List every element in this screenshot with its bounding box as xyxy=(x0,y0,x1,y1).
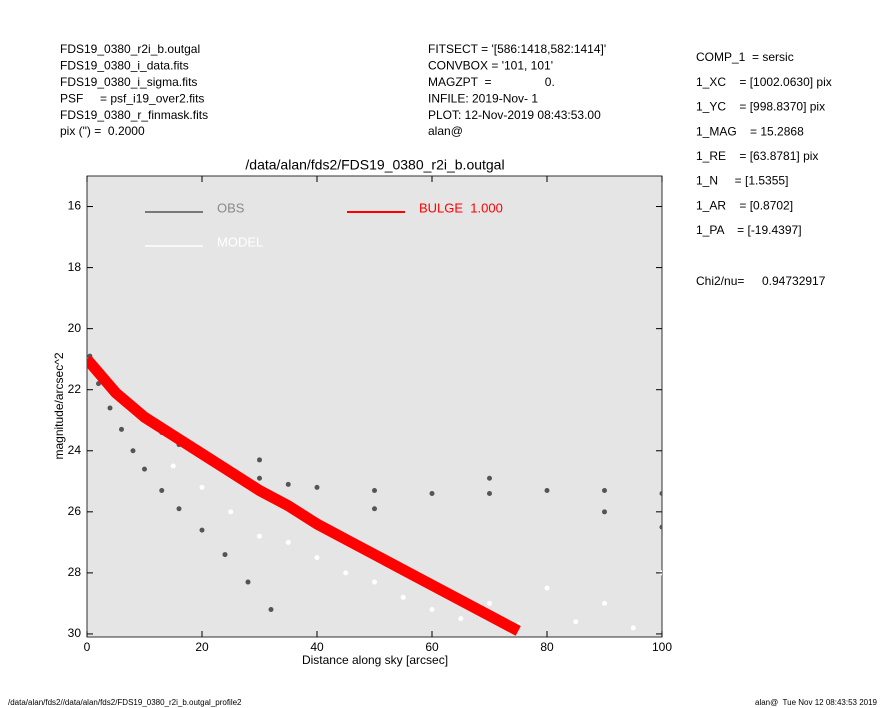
data-point xyxy=(343,570,349,576)
data-point xyxy=(107,405,113,411)
data-point xyxy=(257,475,262,481)
x-tick-label: 20 xyxy=(195,640,209,654)
data-point xyxy=(429,607,435,613)
data-point xyxy=(659,491,662,497)
data-point xyxy=(372,506,377,512)
data-point xyxy=(458,616,464,622)
header-right-line: COMP_1 = sersic xyxy=(696,50,794,64)
header-right-line: 1_N = [1.5355] xyxy=(696,174,788,188)
y-tick-label: 18 xyxy=(68,260,82,274)
footer-right: alan@ Tue Nov 12 08:43:53 2019 xyxy=(755,698,878,707)
data-point xyxy=(159,487,165,493)
y-tick-label: 30 xyxy=(68,626,82,640)
y-tick-label: 20 xyxy=(68,321,82,335)
data-point xyxy=(659,524,662,530)
data-point xyxy=(199,527,205,533)
header-middle-line: MAGZPT = 0. xyxy=(428,75,555,89)
data-point xyxy=(257,457,262,463)
x-tick-label: 100 xyxy=(652,640,672,654)
legend-label: OBS xyxy=(217,200,245,215)
data-point xyxy=(400,594,406,600)
y-tick-label: 16 xyxy=(68,199,82,213)
data-point xyxy=(314,484,320,490)
data-point xyxy=(222,552,228,558)
data-point xyxy=(487,600,492,606)
header-right-line: 1_AR = [0.8702] xyxy=(696,198,793,212)
plot-marks xyxy=(87,353,662,636)
header-left-line: pix (") = 0.2000 xyxy=(60,124,145,138)
y-tick-label: 26 xyxy=(68,504,82,518)
data-point xyxy=(228,509,234,515)
data-point xyxy=(602,600,607,606)
header-right-line: 1_MAG = 15.2868 xyxy=(696,124,804,138)
header-right-line: 1_XC = [1002.0630] pix xyxy=(696,75,832,89)
header-left-line: PSF = psf_i19_over2.fits xyxy=(60,91,204,105)
chart-title: /data/alan/fds2/FDS19_0380_r2i_b.outgal xyxy=(245,157,504,173)
y-tick-label: 24 xyxy=(68,443,82,457)
plot-area xyxy=(86,175,663,638)
data-point xyxy=(487,491,492,497)
chi2-label: Chi2/nu= xyxy=(696,274,744,288)
data-point xyxy=(602,509,607,515)
header-middle-line: FITSECT = '[586:1418,582:1414]' xyxy=(428,42,606,56)
data-point xyxy=(573,619,579,625)
x-tick-label: 0 xyxy=(84,640,91,654)
data-point xyxy=(429,491,435,497)
data-point xyxy=(285,539,291,545)
data-point xyxy=(372,487,377,493)
data-point xyxy=(285,481,291,487)
chi2-value: 0.94732917 xyxy=(762,274,826,288)
data-point xyxy=(314,555,320,561)
data-point xyxy=(487,475,492,481)
legend-label: MODEL xyxy=(217,234,263,249)
data-point xyxy=(176,506,182,512)
data-point xyxy=(119,426,124,432)
data-point xyxy=(602,487,607,493)
data-point xyxy=(372,579,377,585)
header-middle-line: PLOT: 12-Nov-2019 08:43:53.00 xyxy=(428,108,601,122)
data-point xyxy=(544,487,550,493)
x-tick-label: 40 xyxy=(310,640,324,654)
header-middle-line: CONVBOX = '101, 101' xyxy=(428,59,553,73)
x-tick-label: 80 xyxy=(540,640,554,654)
data-point xyxy=(130,448,136,454)
header-middle-line: INFILE: 2019-Nov- 1 xyxy=(428,91,538,105)
header-middle-line: alan@ xyxy=(428,124,463,138)
model-band xyxy=(87,355,521,636)
header-right-line: 1_YC = [998.8370] pix xyxy=(696,100,825,114)
data-point xyxy=(630,625,636,631)
data-point xyxy=(257,533,262,539)
header-left-line: FDS19_0380_i_sigma.fits xyxy=(60,75,197,89)
data-point xyxy=(142,466,147,472)
y-tick-label: 28 xyxy=(68,565,82,579)
header-left-line: FDS19_0380_r_finmask.fits xyxy=(60,108,208,122)
legend-label: BULGE 1.000 xyxy=(419,200,503,215)
data-point xyxy=(170,463,176,469)
header-right-line: 1_RE = [63.8781] pix xyxy=(696,149,818,163)
footer-left: /data/alan/fds2//data/alan/fds2/FDS19_03… xyxy=(8,698,242,707)
data-point xyxy=(199,484,205,490)
x-axis-label: Distance along sky [arcsec] xyxy=(302,653,448,667)
y-tick-label: 22 xyxy=(68,382,82,396)
data-point xyxy=(245,579,251,585)
y-axis-label: magnitude/arcsec^2 xyxy=(52,352,66,459)
header-right-line: 1_PA = [-19.4397] xyxy=(696,223,802,237)
x-tick-label: 60 xyxy=(425,640,439,654)
header-left-line: FDS19_0380_i_data.fits xyxy=(60,59,189,73)
data-point xyxy=(268,607,274,613)
header-left-line: FDS19_0380_r2i_b.outgal xyxy=(60,42,200,56)
data-point xyxy=(544,585,550,591)
